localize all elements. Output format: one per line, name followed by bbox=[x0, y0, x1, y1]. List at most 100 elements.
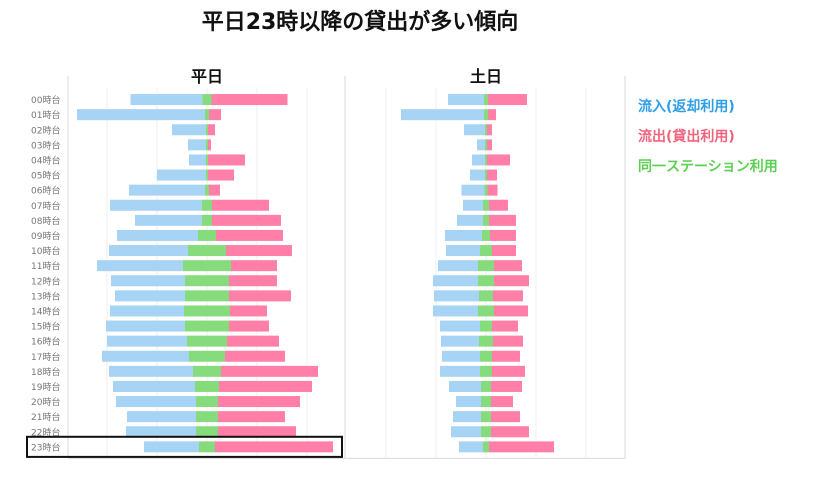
bar-rent bbox=[494, 305, 528, 317]
bar-rent bbox=[491, 426, 529, 438]
bar-return bbox=[401, 109, 484, 121]
bar-rent bbox=[221, 365, 318, 377]
bar-return bbox=[172, 124, 206, 136]
bar-return bbox=[115, 290, 185, 302]
tick-label: 20時台 bbox=[31, 396, 60, 408]
chart-title: 平日23時以降の貸出が多い傾向 bbox=[201, 10, 519, 35]
bar-same bbox=[479, 335, 493, 347]
bar-rent bbox=[491, 380, 522, 392]
bar-return bbox=[130, 94, 203, 106]
bar-return bbox=[451, 426, 481, 438]
bar-return bbox=[438, 260, 478, 272]
bar-same bbox=[480, 245, 492, 257]
bar-same bbox=[196, 396, 218, 408]
bar-same bbox=[485, 154, 487, 166]
bar-return bbox=[126, 426, 196, 438]
bar-return bbox=[461, 184, 485, 196]
bar-same bbox=[481, 380, 491, 392]
bar-return bbox=[453, 411, 481, 423]
bar-rent bbox=[229, 290, 291, 302]
bar-rent bbox=[489, 199, 508, 211]
bar-same bbox=[206, 139, 208, 151]
tick-label: 01時台 bbox=[31, 109, 60, 121]
bar-same bbox=[485, 124, 487, 136]
bar-return bbox=[434, 290, 479, 302]
bar-rent bbox=[226, 245, 292, 257]
bar-same bbox=[478, 260, 494, 272]
bar-rent bbox=[489, 214, 516, 226]
bar-return bbox=[464, 124, 485, 136]
tick-label: 18時台 bbox=[31, 366, 60, 378]
bar-rent bbox=[209, 109, 221, 121]
bar-same bbox=[196, 411, 218, 423]
tick-label: 11時台 bbox=[31, 260, 60, 272]
bar-return bbox=[440, 320, 480, 332]
bar-rent bbox=[487, 139, 492, 151]
bar-same bbox=[480, 365, 492, 377]
tick-label: 14時台 bbox=[31, 305, 60, 317]
bar-same bbox=[481, 426, 491, 438]
bar-rent bbox=[212, 214, 281, 226]
tick-label: 00時台 bbox=[31, 94, 60, 106]
bar-rent bbox=[212, 199, 269, 211]
bar-rent bbox=[492, 245, 516, 257]
bar-return bbox=[442, 350, 480, 362]
bar-rent bbox=[487, 169, 497, 181]
bar-return bbox=[157, 169, 206, 181]
panel-title-1: 土日 bbox=[470, 67, 502, 86]
bar-rent bbox=[209, 184, 220, 196]
bar-return bbox=[109, 365, 193, 377]
bar-rent bbox=[492, 365, 525, 377]
bar-same bbox=[483, 214, 489, 226]
bar-return bbox=[135, 214, 202, 226]
bar-same bbox=[484, 109, 488, 121]
bar-rent bbox=[492, 320, 518, 332]
bar-same bbox=[480, 320, 492, 332]
tick-label: 15時台 bbox=[31, 321, 60, 333]
bar-return bbox=[440, 365, 480, 377]
bar-rent bbox=[208, 154, 245, 166]
tick-label: 07時台 bbox=[31, 200, 60, 212]
bar-return bbox=[127, 411, 196, 423]
bar-rent bbox=[227, 335, 279, 347]
tick-label: 17時台 bbox=[31, 351, 60, 363]
bar-return bbox=[111, 275, 185, 287]
bar-rent bbox=[488, 94, 527, 106]
bar-return bbox=[188, 139, 206, 151]
legend-item-rent: 流出(貸出利用) bbox=[638, 129, 735, 145]
bar-rent bbox=[492, 350, 520, 362]
tick-label: 12時台 bbox=[31, 275, 60, 287]
tick-label: 05時台 bbox=[31, 170, 60, 182]
bar-same bbox=[205, 184, 209, 196]
bar-same bbox=[481, 411, 491, 423]
bar-return bbox=[106, 320, 185, 332]
tick-label: 21時台 bbox=[31, 411, 60, 423]
bar-rent bbox=[215, 441, 333, 453]
bar-rent bbox=[493, 290, 523, 302]
bar-rent bbox=[208, 169, 234, 181]
bar-return bbox=[109, 245, 188, 257]
bar-same bbox=[205, 109, 209, 121]
bar-same bbox=[206, 169, 208, 181]
bar-same bbox=[198, 229, 216, 241]
bar-same bbox=[189, 350, 225, 362]
bar-rent bbox=[230, 305, 267, 317]
bar-rent bbox=[225, 350, 285, 362]
bar-same bbox=[202, 94, 212, 106]
bar-rent bbox=[494, 260, 522, 272]
highlight-box bbox=[26, 435, 343, 458]
bar-same bbox=[484, 94, 488, 106]
bar-rent bbox=[491, 396, 513, 408]
bar-same bbox=[481, 396, 491, 408]
bar-return bbox=[477, 139, 485, 151]
bar-same bbox=[483, 199, 489, 211]
bar-return bbox=[144, 441, 199, 453]
tick-label: 02時台 bbox=[31, 124, 60, 136]
bar-return bbox=[456, 396, 481, 408]
bar-same bbox=[184, 305, 230, 317]
tick-label: 04時台 bbox=[31, 154, 60, 166]
tick-label: 10時台 bbox=[31, 245, 60, 257]
bar-same bbox=[206, 124, 208, 136]
bar-rent bbox=[493, 335, 523, 347]
